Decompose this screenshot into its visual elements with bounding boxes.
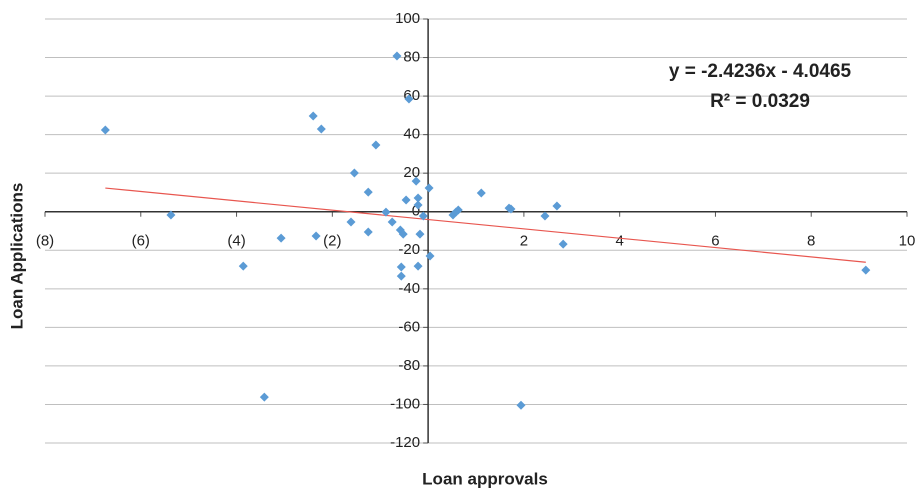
point [349,168,359,178]
point [552,201,562,211]
point [404,94,414,104]
point [100,125,110,135]
point [363,187,373,197]
point [415,229,425,239]
point [401,195,411,205]
point [387,217,397,227]
point [311,231,321,241]
x-tick-label: 10 [899,233,916,250]
x-tick-label: (8) [36,233,54,250]
point [398,229,408,239]
y-tick-label: 60 [403,87,420,104]
y-tick-label: -120 [390,434,420,451]
x-tick-label: (6) [132,233,150,250]
trendline [105,187,866,263]
y-tick-label: 100 [395,10,420,27]
point [506,204,516,214]
point [371,140,381,150]
point [392,51,402,61]
y-tick-label: -100 [390,395,420,412]
point [516,400,526,410]
y-tick-label: -40 [398,280,420,297]
annotation: R² = 0.0329 [710,91,810,112]
y-tick-label: -60 [398,318,420,335]
point [276,233,286,243]
point [861,265,871,275]
x-tick-label: (4) [227,233,245,250]
x-tick-label: (2) [323,233,341,250]
point [259,392,269,402]
point [363,227,373,237]
point [476,188,486,198]
y-tick-label: -80 [398,357,420,374]
point [424,183,434,193]
point [558,239,568,249]
point [425,251,435,261]
x-axis-label: Loan approvals [422,469,548,488]
point [540,211,550,221]
point [453,205,463,215]
annotation: y = -2.4236x - 4.0465 [669,61,852,82]
y-tick-label: 80 [403,49,420,66]
x-tick-label: 4 [615,233,623,250]
y-tick-label: -20 [398,241,420,258]
point [346,217,356,227]
point [413,200,423,210]
point [238,261,248,271]
y-tick-label: 40 [403,126,420,143]
x-tick-label: 6 [711,233,719,250]
point [308,111,318,121]
point [396,262,406,272]
point [381,207,391,217]
point [418,211,428,221]
x-tick-label: 2 [520,233,528,250]
point [411,176,421,186]
point [413,261,423,271]
x-tick-label: 8 [807,233,815,250]
y-axis-label: Loan Applications [7,183,26,330]
point [413,193,423,203]
point [396,271,406,281]
point [316,124,326,134]
point [166,210,176,220]
